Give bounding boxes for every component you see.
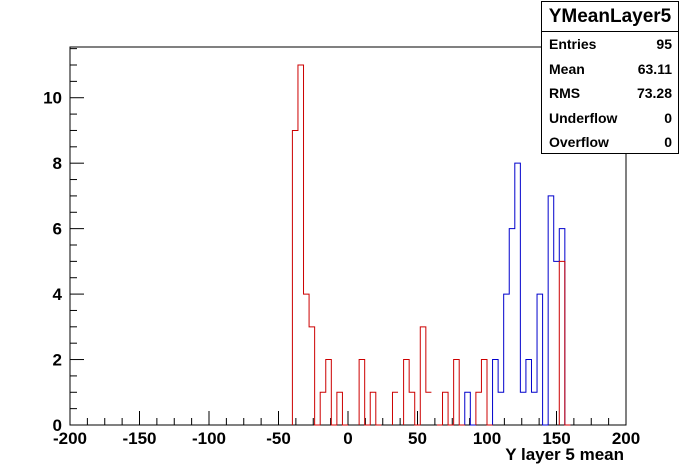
stats-row-underflow: Underflow 0 — [542, 106, 678, 131]
stats-row-rms: RMS 73.28 — [542, 81, 678, 106]
stats-label: Underflow — [549, 109, 618, 126]
histogram-series-0 — [464, 162, 571, 426]
x-tick-label: 150 — [542, 429, 570, 448]
y-tick-label: 8 — [53, 154, 62, 173]
x-tick-label: 50 — [408, 429, 427, 448]
x-tick-label: -50 — [266, 429, 291, 448]
x-tick-label: -150 — [122, 429, 156, 448]
y-tick-label: 6 — [53, 220, 62, 239]
stats-value: 0 — [664, 134, 672, 150]
stats-value: 63.11 — [637, 60, 672, 77]
stats-title: YMeanLayer5 — [542, 2, 678, 32]
y-tick-label: 4 — [53, 285, 63, 304]
x-axis: -200 -150 -100 -50 0 50 100 150 200 — [53, 411, 640, 448]
x-axis-title: Y layer 5 mean — [505, 445, 624, 464]
stats-box: YMeanLayer5 Entries 95 Mean 63.11 RMS 73… — [541, 1, 679, 154]
x-tick-label: 200 — [612, 429, 640, 448]
histogram-series-1 — [291, 64, 571, 426]
y-tick-label: 0 — [53, 416, 62, 435]
x-tick-label: 0 — [343, 429, 352, 448]
stats-value: 73.28 — [636, 85, 672, 101]
stats-label: Overflow — [549, 134, 609, 150]
y-tick-label: 10 — [43, 89, 62, 108]
stats-row-overflow: Overflow 0 — [542, 130, 678, 155]
stats-label: Entries — [549, 36, 597, 52]
y-tick-label: 2 — [53, 351, 62, 370]
stats-value: 95 — [656, 36, 672, 52]
x-tick-label: -200 — [53, 429, 87, 448]
stats-label: RMS — [549, 85, 581, 101]
stats-value: 0 — [664, 109, 672, 126]
histogram-series — [291, 64, 571, 426]
y-axis: 0 2 4 6 8 10 — [43, 48, 84, 435]
stats-row-entries: Entries 95 — [542, 32, 678, 57]
stats-row-mean: Mean 63.11 — [542, 57, 678, 82]
x-tick-label: 100 — [473, 429, 501, 448]
stats-label: Mean — [549, 60, 585, 77]
x-tick-label: -100 — [192, 429, 226, 448]
